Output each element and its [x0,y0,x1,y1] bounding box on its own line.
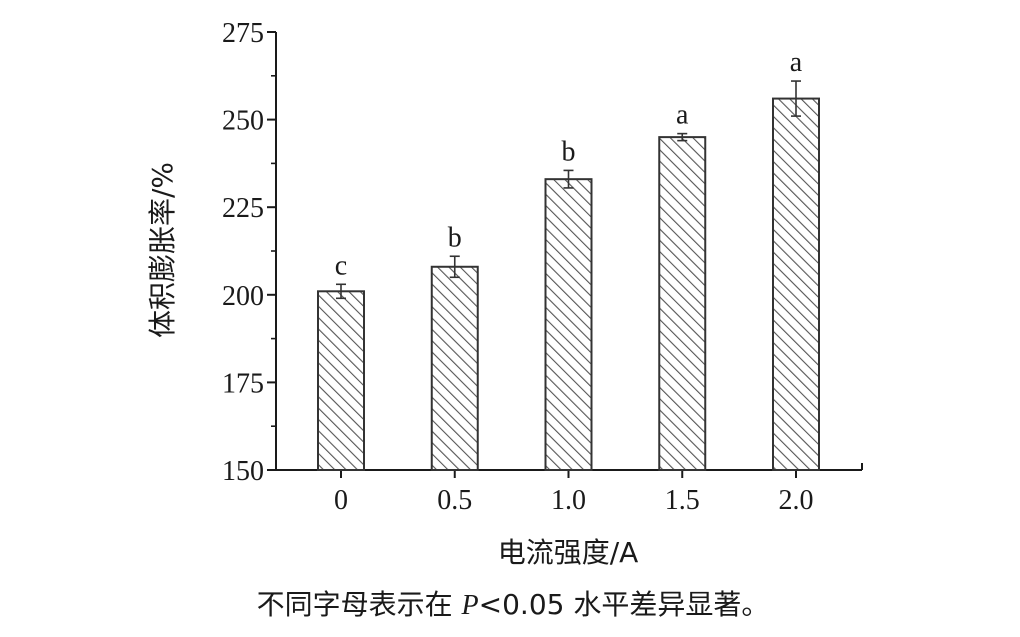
y-axis-title: 体积膨胀率/% [146,162,179,338]
bar [772,97,820,472]
x-axis-title: 电流强度/A [498,536,639,569]
caption-prefix: 不同字母表示在 [257,588,462,621]
bar [430,265,479,471]
significance-letter: a [790,47,803,78]
caption-p-symbol: P [461,590,479,621]
x-tick-label: 0.5 [437,485,472,516]
y-tick-label: 250 [222,106,264,137]
significance-letter: b [448,222,462,253]
x-tick-label: 0 [334,485,348,516]
y-tick-label: 150 [222,456,264,487]
bar [658,136,707,471]
y-tick-label: 225 [222,193,264,224]
y-axis: 150 175 200 225 250 275 [222,18,277,487]
figure-caption: 不同字母表示在 P<0.05 水平差异显著。 [257,588,770,621]
x-tick-label: 2.0 [779,485,814,516]
significance-letter: a [676,100,689,131]
y-tick-label: 175 [222,368,264,399]
caption-suffix: <0.05 水平差异显著。 [479,588,770,621]
bar [544,178,593,471]
y-tick-label: 275 [222,18,264,49]
significance-letter: b [562,136,576,167]
x-tick-label: 1.0 [551,485,586,516]
bar [317,290,365,471]
y-tick-label: 200 [222,281,264,312]
x-tick-label: 1.5 [665,485,700,516]
bars: c b b a a [317,47,820,472]
significance-letter: c [335,250,347,281]
